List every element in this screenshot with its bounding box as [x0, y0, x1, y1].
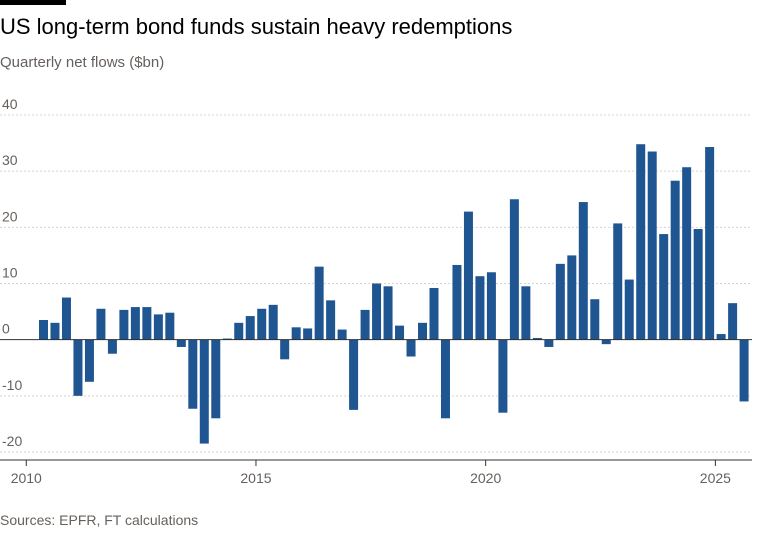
- bar: [188, 339, 198, 409]
- bar: [647, 151, 657, 340]
- bar: [257, 308, 267, 340]
- bar: [337, 329, 347, 340]
- y-tick-label: -10: [2, 377, 22, 393]
- bar: [728, 303, 738, 340]
- bar: [670, 180, 680, 340]
- y-tick-label: 40: [2, 96, 18, 112]
- brand-bar: [0, 0, 66, 5]
- y-tick-label: 10: [2, 265, 18, 281]
- bar: [268, 304, 278, 340]
- bar: [107, 339, 117, 354]
- bars: [39, 144, 749, 444]
- bar: [245, 316, 255, 340]
- bar: [119, 309, 129, 340]
- bar: [130, 307, 140, 340]
- bar: [176, 339, 186, 347]
- bar: [73, 339, 83, 396]
- bar: [532, 337, 542, 340]
- chart-source: Sources: EPFR, FT calculations: [0, 512, 199, 528]
- bar: [521, 286, 531, 340]
- bar: [61, 297, 71, 340]
- bar: [705, 147, 715, 340]
- bar: [291, 327, 301, 340]
- bar: [739, 339, 749, 402]
- x-tick-label: 2020: [470, 470, 501, 486]
- y-tick-label: 20: [2, 208, 18, 224]
- bar: [50, 322, 60, 340]
- bar: [142, 307, 152, 340]
- bar: [153, 314, 163, 340]
- bar: [693, 229, 703, 340]
- bar: [716, 334, 726, 340]
- chart-title: US long-term bond funds sustain heavy re…: [0, 14, 513, 39]
- bar: [360, 309, 370, 340]
- bar: [199, 339, 209, 444]
- y-tick-label: 30: [2, 152, 18, 168]
- bar: [395, 325, 405, 340]
- bar: [475, 276, 485, 340]
- bar: [280, 339, 290, 360]
- bar: [486, 272, 496, 340]
- x-tick-label: 2015: [240, 470, 271, 486]
- y-tick-label: -20: [2, 433, 22, 449]
- bar: [578, 202, 588, 340]
- bar: [452, 264, 462, 340]
- y-tick-label: 0: [2, 321, 10, 337]
- bar: [349, 339, 359, 410]
- bar: [440, 339, 450, 419]
- bar: [234, 322, 244, 340]
- bar: [509, 199, 519, 340]
- bar: [613, 223, 623, 340]
- x-tick-label: 2025: [700, 470, 731, 486]
- chart-subtitle: Quarterly net flows ($bn): [0, 54, 165, 71]
- bar: [498, 339, 508, 413]
- bar: [39, 320, 48, 340]
- x-axis: 2010 2015 2020 2025: [0, 459, 752, 486]
- bar: [96, 308, 106, 340]
- bar: [314, 266, 324, 340]
- bar: [211, 339, 221, 419]
- grid-lines: -20 -10 0 10 20 30 40: [0, 96, 752, 453]
- bar: [636, 144, 646, 340]
- bar: [84, 339, 94, 382]
- bar: [567, 255, 577, 340]
- bar: [303, 328, 313, 340]
- bar: [383, 286, 393, 340]
- bar: [682, 167, 692, 340]
- bar: [544, 339, 554, 347]
- bar: [429, 287, 439, 340]
- bar: [463, 211, 473, 340]
- bar: [165, 312, 175, 340]
- bar: [590, 299, 600, 340]
- bar: [222, 338, 232, 340]
- bar: [601, 339, 611, 345]
- bar: [326, 300, 336, 340]
- bar: [659, 234, 669, 340]
- x-tick-label: 2010: [11, 470, 42, 486]
- bar: [372, 283, 382, 340]
- bar: [624, 279, 634, 340]
- bar: [406, 339, 416, 357]
- bar: [555, 263, 565, 340]
- bar: [418, 322, 428, 340]
